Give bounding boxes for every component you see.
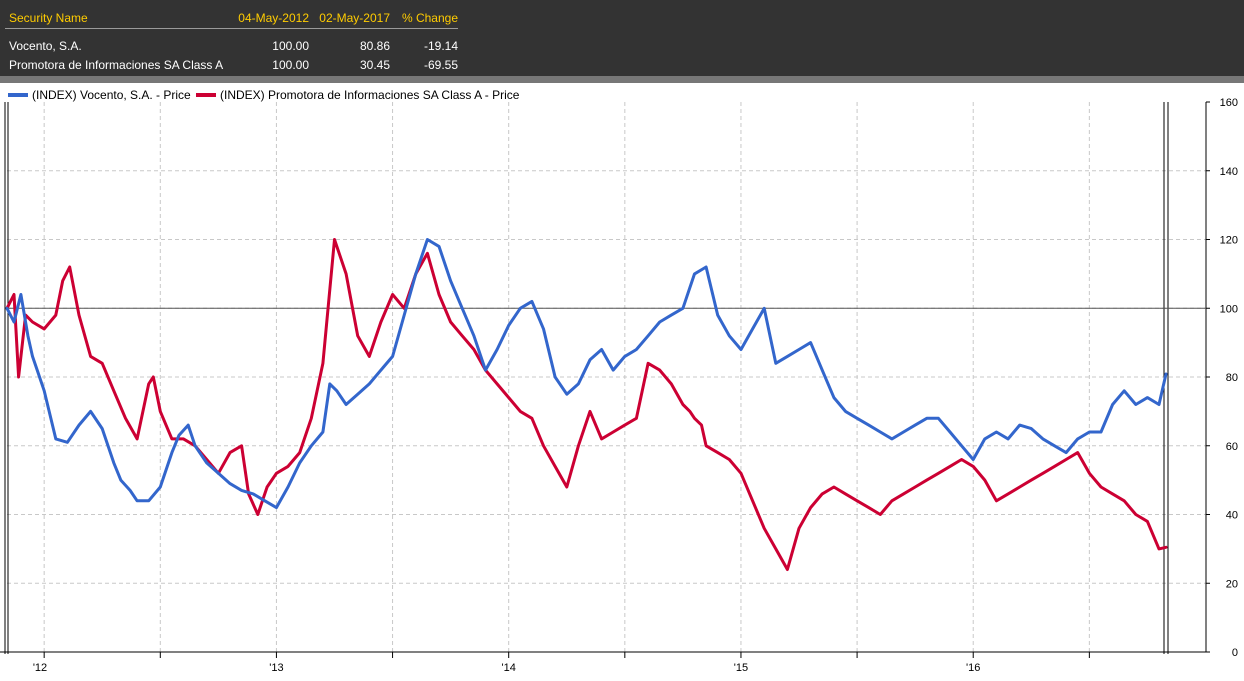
header-bottom-band — [0, 76, 1244, 83]
y-tick-label: 60 — [1226, 441, 1238, 453]
y-tick-label: 80 — [1226, 372, 1238, 384]
legend-label-promotora: (INDEX) Promotora de Informaciones SA Cl… — [220, 88, 520, 102]
x-axis: '12 '13 '14 '15 '16 — [33, 652, 1090, 674]
x-tick-label: '13 — [269, 662, 283, 674]
y-tick-label: 100 — [1220, 303, 1238, 315]
series-line-vocento — [5, 238, 1168, 510]
y-tick-label: 120 — [1220, 235, 1238, 247]
legend: (INDEX) Vocento, S.A. - Price (INDEX) Pr… — [8, 88, 520, 102]
row-1-end: 80.86 — [359, 39, 390, 53]
series-line-promotora — [5, 238, 1168, 571]
y-tick-label: 20 — [1226, 578, 1238, 590]
header-security-name: Security Name — [9, 11, 88, 25]
header-end-date: 02-May-2017 — [319, 11, 390, 25]
x-tick-label: '15 — [734, 662, 748, 674]
row-1-name: Vocento, S.A. — [9, 39, 82, 53]
row-2-name: Promotora de Informaciones SA Class A — [9, 58, 224, 72]
legend-label-vocento: (INDEX) Vocento, S.A. - Price — [32, 88, 191, 102]
header-divider — [5, 28, 458, 29]
row-2-start: 100.00 — [272, 58, 309, 72]
x-tick-label: '12 — [33, 662, 47, 674]
series-layer — [5, 238, 1168, 571]
y-tick-label: 40 — [1226, 510, 1238, 522]
row-2-end: 30.45 — [359, 58, 390, 72]
y-axis: 0 20 40 60 80 100 120 140 160 — [1206, 97, 1238, 659]
plot-frame — [0, 102, 1207, 654]
y-tick-label: 140 — [1220, 166, 1238, 178]
x-tick-label: '16 — [966, 662, 980, 674]
header-start-date: 04-May-2012 — [238, 11, 309, 25]
row-1-start: 100.00 — [272, 39, 309, 53]
header-pct-change: % Change — [401, 11, 458, 25]
y-tick-label: 160 — [1220, 97, 1238, 109]
x-tick-label: '14 — [502, 662, 516, 674]
y-tick-label: 0 — [1232, 647, 1238, 659]
grid-layer — [7, 102, 1206, 652]
line-chart: 0 20 40 60 80 100 120 140 160 '12 '13 '14 '15 '16 (I… — [0, 88, 1238, 674]
summary-table: Security Name 04-May-2012 02-May-2017 % … — [0, 0, 1244, 76]
row-1-change: -19.14 — [423, 39, 458, 53]
row-2-change: -69.55 — [423, 58, 458, 72]
